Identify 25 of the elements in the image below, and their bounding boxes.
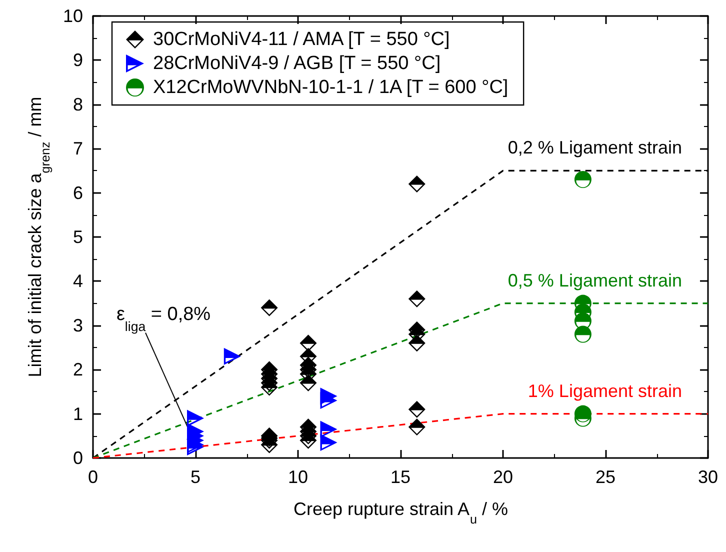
x-tick-label: 10 [288,467,308,487]
y-tick-label: 8 [72,94,83,114]
y-tick-label: 0 [72,448,83,468]
x-tick-label: 5 [190,467,201,487]
y-tick-label: 7 [72,138,83,159]
y-axis-title: Limit of initial crack size agrenz / mm [24,96,53,378]
y-tick-label: 1 [72,404,83,424]
series-label: 0,2 % Ligament strain [508,138,682,158]
series-label: 1% Ligament strain [528,380,682,401]
y-tick-label: 5 [72,227,83,247]
y-tick-label: 9 [72,50,83,70]
x-tick-label: 20 [492,467,514,487]
y-tick-label: 6 [72,182,83,203]
x-tick-label: 25 [595,467,616,487]
y-tick-label: 10 [62,6,83,26]
legend-label: 30CrMoNiV4-11 / AMA [T = 550 °C] [153,29,450,50]
legend-label: 28CrMoNiV4-9 / AGB [T = 550 °C] [153,53,441,74]
y-tick-label: 3 [72,315,83,336]
y-tick-label: 4 [72,271,83,292]
legend-label: X12CrMoWVNbN-10-1-1 / 1A [T = 600 °C] [153,77,508,98]
x-tick-label: 30 [698,467,718,487]
x-tick-label: 15 [390,467,411,487]
series-label: 0,5 % Ligament strain [508,270,682,290]
y-tick-label: 2 [72,360,83,380]
x-tick-label: 0 [88,467,98,487]
